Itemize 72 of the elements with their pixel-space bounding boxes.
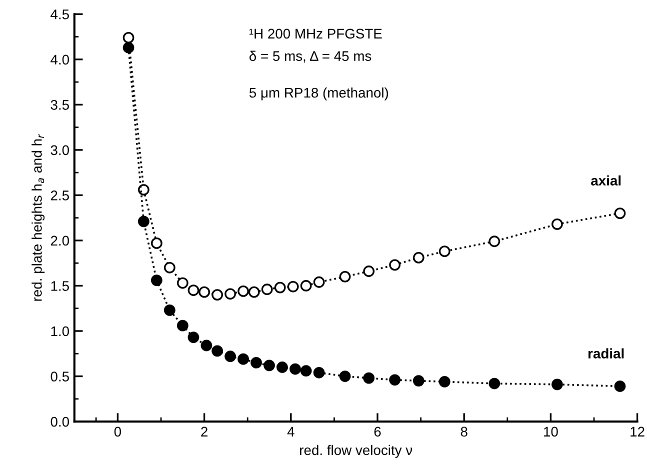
series-label: axial <box>591 175 621 186</box>
x-tick-label: 10 <box>544 426 558 437</box>
point <box>438 376 450 388</box>
x-tick-label: 6 <box>374 426 381 437</box>
point <box>264 360 275 372</box>
point <box>176 277 188 289</box>
point <box>200 340 212 352</box>
point <box>412 252 424 264</box>
point <box>488 378 500 390</box>
y-tick-label: 0.5 <box>50 372 69 382</box>
point <box>438 246 450 258</box>
point <box>274 282 286 294</box>
point <box>363 266 375 277</box>
point <box>238 353 249 365</box>
x-tick-label: 0 <box>114 426 122 437</box>
point <box>238 285 249 297</box>
point <box>212 289 223 300</box>
point <box>164 304 176 316</box>
y-tick-label: 1.0 <box>51 326 69 336</box>
point <box>250 357 262 368</box>
point <box>551 378 563 390</box>
point <box>389 374 401 386</box>
y-axis-title: red. plate heights h$_{a}$ and h$_{r}$ <box>32 134 45 301</box>
point <box>150 237 162 249</box>
point <box>313 276 325 288</box>
point <box>122 32 134 44</box>
point <box>150 274 162 286</box>
y-tick-label: 3.5 <box>50 100 69 110</box>
y-tick-label: 4.5 <box>50 10 69 20</box>
point <box>188 332 200 344</box>
point <box>412 375 424 386</box>
x-tick-label: 8 <box>460 426 468 437</box>
point <box>212 345 223 357</box>
y-tick-label: 3.0 <box>50 145 69 156</box>
point <box>176 320 188 332</box>
y-tick-label: 2.0 <box>50 236 69 246</box>
point <box>198 286 210 298</box>
point <box>300 280 312 292</box>
series-label: radial <box>588 348 624 358</box>
point <box>261 284 273 296</box>
y-tick-label: 4.0 <box>50 54 69 65</box>
point <box>339 270 351 282</box>
point <box>300 365 312 377</box>
point <box>164 262 176 274</box>
y-tick-label: 0.0 <box>50 416 69 427</box>
point <box>313 366 325 378</box>
point <box>389 259 401 271</box>
point <box>276 362 288 373</box>
x-tick-label: 2 <box>201 426 208 436</box>
x-tick-label: 12 <box>630 426 644 436</box>
annotation: 5 μm RP18 (methanol) <box>249 87 388 100</box>
point <box>363 372 375 384</box>
x-axis-title: red. flow velocity ν <box>300 444 412 458</box>
point <box>287 280 299 292</box>
annotation: δ = 5 ms, Δ = 45 ms <box>249 50 372 63</box>
point <box>488 236 500 248</box>
point <box>614 208 626 220</box>
point <box>248 286 260 298</box>
point <box>188 284 200 296</box>
y-tick-label: 2.5 <box>50 190 69 200</box>
point <box>122 42 134 54</box>
point <box>614 380 626 392</box>
point <box>339 370 351 382</box>
point <box>224 288 236 300</box>
point <box>138 184 150 196</box>
point <box>551 218 563 230</box>
point <box>138 216 150 228</box>
annotation: ¹H 200 MHz PFGSTE <box>249 28 382 39</box>
point <box>224 350 236 362</box>
x-tick-label: 4 <box>287 426 294 436</box>
y-tick-label: 1.5 <box>51 281 69 291</box>
point <box>290 363 301 375</box>
